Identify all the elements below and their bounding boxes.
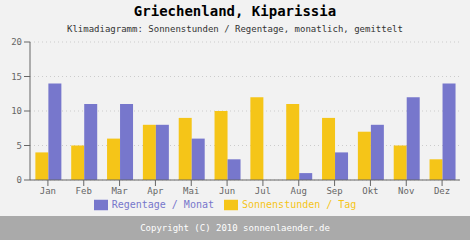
- svg-text:Mai: Mai: [183, 186, 199, 196]
- html-text:Regentage / Monat: Regentage / Monat: [111, 199, 214, 210]
- svg-text:Apr: Apr: [147, 186, 164, 196]
- html-text:Sonnenstunden / Tag: Sonnenstunden / Tag: [242, 199, 357, 210]
- svg-text:Jan: Jan: [40, 186, 56, 196]
- svg-text:Aug: Aug: [291, 186, 307, 196]
- svg-text:Okt: Okt: [362, 186, 378, 196]
- svg-text:Nov: Nov: [398, 186, 414, 196]
- svg-text:Jul: Jul: [255, 186, 271, 196]
- html-text:Klimadiagramm: Sonnenstunden /: Klimadiagramm: Sonnenstunden / Regentage…: [67, 24, 403, 34]
- svg-text:20: 20: [11, 37, 22, 47]
- svg-text:5: 5: [17, 141, 22, 151]
- html-text:Copyright (C) 2010 sonnenlaend: Copyright (C) 2010 sonnenlaender.de: [140, 223, 330, 233]
- svg-text:Feb: Feb: [76, 186, 92, 196]
- svg-text:Jun: Jun: [219, 186, 235, 196]
- svg-text:Dez: Dez: [434, 186, 450, 196]
- svg-text:Sep: Sep: [326, 186, 342, 196]
- html-text:Griechenland, Kiparissia: Griechenland, Kiparissia: [133, 3, 337, 19]
- svg-text:15: 15: [11, 72, 22, 82]
- svg-text:10: 10: [11, 106, 22, 116]
- svg-text:0: 0: [17, 175, 22, 185]
- svg-text:Mar: Mar: [111, 186, 128, 196]
